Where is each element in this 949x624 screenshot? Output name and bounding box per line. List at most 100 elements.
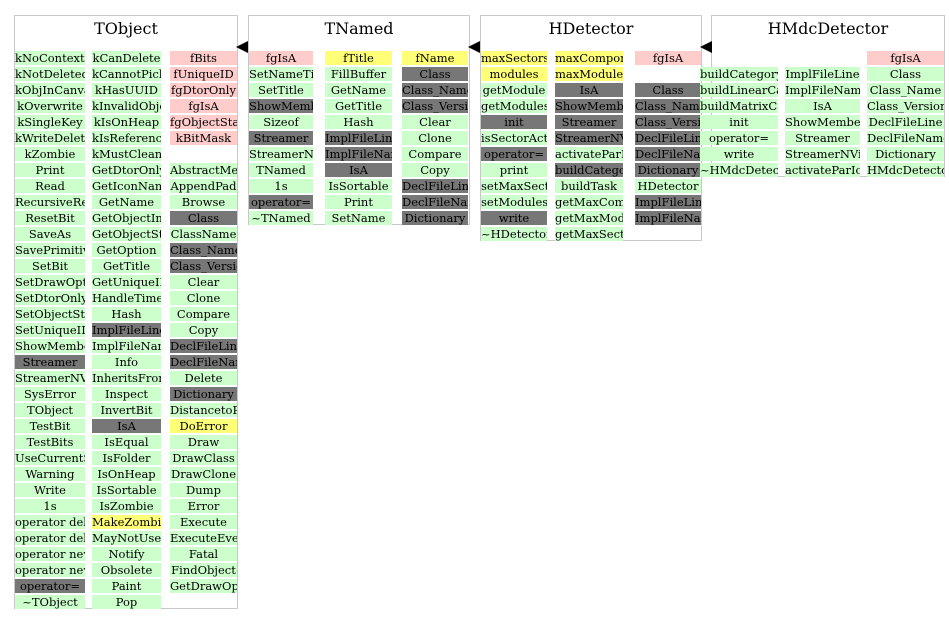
method-cell: Print [325, 195, 392, 209]
method-cell: SaveAs [15, 227, 85, 241]
method-cell: maxSectors [481, 51, 547, 65]
method-cell: DoError [170, 419, 237, 433]
method-cell: TestBit [15, 419, 85, 433]
method-cell: kBitMask [170, 131, 237, 145]
method-cell: buildMatrixCategory [700, 99, 778, 113]
method-cell: SetNameTitle [249, 67, 313, 81]
method-cell: Dump [170, 483, 237, 497]
method-cell: DeclFileName [170, 355, 237, 369]
method-cell: fgIsA [249, 51, 313, 65]
method-cell: TNamed [249, 163, 313, 177]
method-cell: HMdcDetector [867, 163, 944, 177]
method-cell: Class [635, 83, 701, 97]
arrowhead-icon [236, 41, 248, 53]
method-cell: ~HDetector [481, 227, 547, 241]
method-cell: Compare [402, 147, 468, 161]
method-cell: SetName [325, 211, 392, 225]
method-cell: DeclFileName [867, 131, 944, 145]
method-cell: MayNotUse [92, 531, 161, 545]
method-cell: ImplFileLine [325, 131, 392, 145]
method-cell: ~TNamed [249, 211, 313, 225]
method-cell: Class_Version [635, 115, 701, 129]
method-cell: Streamer [555, 115, 623, 129]
method-cell: ~HMdcDetector [700, 163, 778, 177]
method-cell: activateParIo [555, 147, 623, 161]
method-cell: AppendPad [170, 179, 237, 193]
method-cell: Info [92, 355, 161, 369]
method-cell: DeclFileLine [170, 339, 237, 353]
method-cell: 1s [249, 179, 313, 193]
method-cell: Class_Version [170, 259, 237, 273]
method-cell: InvertBit [92, 403, 161, 417]
method-cell: ImplFileName [635, 211, 701, 225]
method-cell: setMaxSectors [481, 179, 547, 193]
method-cell: Draw [170, 435, 237, 449]
method-cell: isSectorActive [481, 131, 547, 145]
method-cell: getMaxModules [555, 211, 623, 225]
class-box-tnamed: TNamed fgIsA SetNameTitle SetTitle ShowMemb… [248, 15, 470, 225]
method-cell: DrawClass [170, 451, 237, 465]
method-cell: GetName [92, 195, 161, 209]
method-cell: activateParIo [785, 163, 860, 177]
method-cell: maxModules [555, 67, 623, 81]
method-cell: IsA [555, 83, 623, 97]
method-cell: ImplFileLine [635, 195, 701, 209]
method-cell: ImplFileLine [92, 323, 161, 337]
method-cell: Hash [92, 307, 161, 321]
method-cell: kNoContextMenu [15, 51, 85, 65]
method-cell: SetTitle [249, 83, 313, 97]
method-cell: init [700, 115, 778, 129]
method-cell: Sizeof [249, 115, 313, 129]
method-cell: Dictionary [170, 387, 237, 401]
method-cell: Execute [170, 515, 237, 529]
method-cell: operator new[] [15, 563, 85, 577]
method-cell: getModules [481, 99, 547, 113]
method-cell: kOverwrite [15, 99, 85, 113]
method-cell: kSingleKey [15, 115, 85, 129]
method-cell: kMustCleanup [92, 147, 161, 161]
method-cell: AbstractMethod [170, 163, 237, 177]
method-cell: IsOnHeap [92, 467, 161, 481]
method-cell: Class_Name [170, 243, 237, 257]
class-box-hdetector: HDetector maxSectors modules getModule getM… [480, 15, 702, 241]
method-cell: Write [15, 483, 85, 497]
method-cell: Dictionary [635, 163, 701, 177]
method-cell: operator new [15, 547, 85, 561]
method-cell: Dictionary [402, 211, 468, 225]
method-cell: UseCurrentStyle [15, 451, 85, 465]
method-cell: SysError [15, 387, 85, 401]
method-cell: DeclFileName [635, 147, 701, 161]
method-cell: InheritsFrom [92, 371, 161, 385]
method-cell: SetUniqueID [15, 323, 85, 337]
class-title: HMdcDetector [767, 19, 889, 38]
method-cell: init [481, 115, 547, 129]
empty-cell [635, 67, 701, 81]
method-cell: fTitle [325, 51, 392, 65]
method-cell: ImplFileName [92, 339, 161, 353]
method-cell: operator delete [15, 515, 85, 529]
method-cell: GetObjectInfo [92, 211, 161, 225]
method-cell: Error [170, 499, 237, 513]
method-cell: ImplFileLine [785, 67, 860, 81]
method-cell: Delete [170, 371, 237, 385]
method-cell: Fatal [170, 547, 237, 561]
method-cell: fgIsA [867, 51, 944, 65]
method-cell: write [481, 211, 547, 225]
method-cell: GetTitle [92, 259, 161, 273]
method-cell: Notify [92, 547, 161, 561]
method-cell: kNotDeleted [15, 67, 85, 81]
inheritance-arrow [236, 41, 248, 53]
method-cell: SavePrimitive [15, 243, 85, 257]
method-cell: kIsOnHeap [92, 115, 161, 129]
method-cell: Class_Name [402, 83, 468, 97]
method-cell: Clone [170, 291, 237, 305]
method-cell: ShowMembers [555, 99, 623, 113]
method-cell: setModules [481, 195, 547, 209]
method-cell: Compare [170, 307, 237, 321]
method-cell: getModule [481, 83, 547, 97]
method-cell: IsSortable [92, 483, 161, 497]
method-cell: SetDtorOnly [15, 291, 85, 305]
method-cell: Obsolete [92, 563, 161, 577]
method-cell: operator= [481, 147, 547, 161]
class-box-tobject: TObject kNoContextMenu kNotDeleted kObjInC… [14, 15, 238, 609]
